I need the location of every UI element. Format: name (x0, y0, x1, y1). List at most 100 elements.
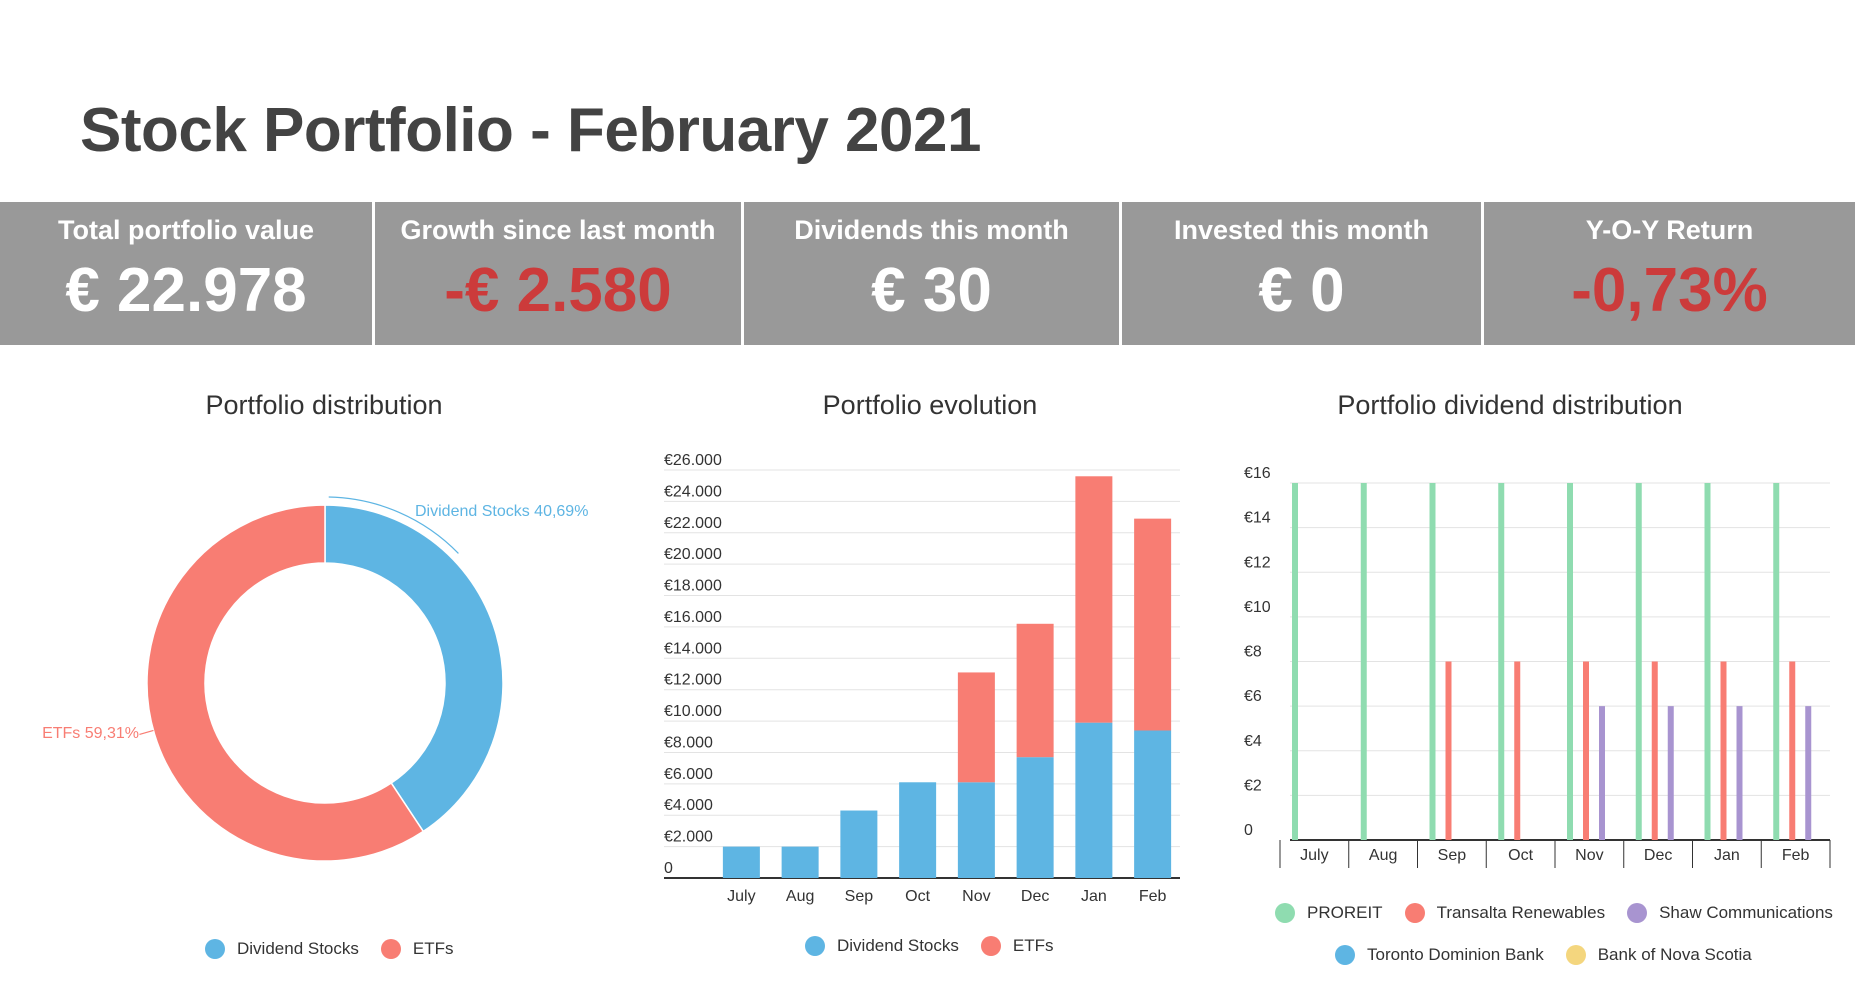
bar-etfs (957, 672, 995, 783)
legend-swatch (205, 939, 225, 959)
donut-legend: Dividend Stocks ETFs (205, 939, 476, 959)
y-tick-label: €6.000 (664, 766, 713, 783)
data-label: Dividend Stocks 40,69% (415, 503, 588, 520)
chart-title-portfolio-dividend-distribution: Portfolio dividend distribution (1337, 390, 1683, 420)
x-tick-label: Dec (1021, 888, 1049, 905)
x-tick-label: Aug (1369, 847, 1397, 864)
legend-label: ETFs (1012, 936, 1054, 955)
legend-item-bank-of-nova-scotia: Bank of Nova Scotia (1565, 945, 1752, 965)
kpi-value: € 30 (871, 256, 992, 325)
y-tick-label: €8 (1244, 644, 1262, 661)
y-tick-label: €22.000 (664, 515, 722, 532)
bar-shaw-communications (1736, 706, 1743, 840)
y-tick-label: €14 (1244, 510, 1271, 527)
kpi-dividends-this-month: Dividends this month € 30 (744, 202, 1122, 345)
kpi-label: Dividends this month (794, 215, 1069, 245)
y-tick-label: 0 (1244, 822, 1253, 839)
bar-etfs (1075, 476, 1113, 723)
x-tick-label: Nov (962, 888, 990, 905)
chart-title-portfolio-distribution: Portfolio distribution (205, 390, 443, 420)
y-tick-label: 0 (664, 860, 673, 877)
y-tick-label: €26.000 (664, 452, 722, 469)
y-tick-label: €18.000 (664, 578, 722, 595)
x-tick-label: Sep (1438, 847, 1467, 864)
bar-transalta-renewables (1720, 661, 1727, 840)
kpi-value: € 22.978 (65, 256, 307, 325)
kpi-growth-since-last-month: Growth since last month -€ 2.580 (375, 202, 744, 345)
legend-item-shaw-communications: Shaw Communications (1627, 903, 1833, 923)
y-tick-label: €24.000 (664, 483, 722, 500)
y-tick-label: €8.000 (664, 734, 713, 751)
x-tick-label: Sep (845, 888, 874, 905)
legend-label: Bank of Nova Scotia (1597, 945, 1752, 964)
donut-chart: Dividend Stocks 40,69% ETFs 59,31% (42, 496, 588, 862)
y-tick-label: €16 (1244, 465, 1271, 482)
y-tick-label: €14.000 (664, 640, 722, 657)
bar-proreit (1773, 483, 1780, 840)
kpi-total-portfolio-value: Total portfolio value € 22.978 (0, 202, 375, 345)
bar-etfs (1134, 518, 1172, 731)
dividend-legend-row-2: Toronto Dominion Bank Bank of Nova Scoti… (1335, 945, 1774, 965)
y-tick-label: €16.000 (664, 609, 722, 626)
kpi-invested-this-month: Invested this month € 0 (1122, 202, 1484, 345)
bar-dividend-stocks (957, 782, 995, 878)
kpi-value: -€ 2.580 (444, 256, 672, 325)
x-tick-label: Oct (1508, 847, 1533, 864)
y-tick-label: €20.000 (664, 546, 722, 563)
kpi-value: € 0 (1258, 256, 1345, 325)
bar-proreit (1635, 483, 1642, 840)
legend-swatch (1404, 903, 1425, 923)
donut-slice-etfs (146, 504, 425, 862)
kpi-label: Invested this month (1173, 215, 1430, 245)
bar-shaw-communications (1599, 706, 1605, 840)
legend-item-toronto-dominion-bank: Toronto Dominion Bank (1335, 945, 1544, 965)
y-tick-label: €12 (1244, 554, 1271, 571)
legend-label: Dividend Stocks (237, 939, 359, 958)
bar-transalta-renewables (1651, 661, 1658, 840)
legend-label: ETFs (412, 939, 454, 958)
kpi-label: Y-O-Y Return (1585, 215, 1754, 245)
page-title: Stock Portfolio - February 2021 (80, 96, 981, 165)
legend-item-etfs: ETFs (980, 936, 1054, 956)
kpi-label: Growth since last month (400, 215, 716, 245)
x-tick-label: Jan (1714, 847, 1740, 864)
chart-title-portfolio-evolution: Portfolio evolution (822, 390, 1038, 420)
legend-swatch (1627, 903, 1648, 923)
bar-dividend-stocks (840, 810, 878, 878)
bar-dividend-stocks (1075, 722, 1113, 878)
legend-swatch (980, 936, 1001, 956)
y-tick-label: €4.000 (664, 797, 713, 814)
bar-etfs (1016, 623, 1054, 758)
y-tick-label: €2.000 (664, 829, 713, 846)
bar-proreit (1429, 483, 1436, 840)
legend-label: PROREIT (1307, 903, 1383, 922)
bar-dividend-stocks (781, 846, 819, 878)
bar-proreit (1498, 483, 1505, 840)
legend-label: Toronto Dominion Bank (1367, 945, 1544, 964)
legend-item-transalta-renewables: Transalta Renewables (1404, 903, 1606, 923)
legend-label: Transalta Renewables (1436, 903, 1606, 922)
y-tick-label: €10.000 (664, 703, 722, 720)
bar-proreit (1360, 483, 1367, 840)
donut-slice-dividend-stocks (324, 504, 504, 833)
x-tick-label: Nov (1575, 847, 1603, 864)
bar-transalta-renewables (1445, 661, 1452, 840)
bar-shaw-communications (1667, 706, 1674, 840)
kpi-label: Total portfolio value (58, 215, 314, 245)
legend-item-dividend-stocks: Dividend Stocks (805, 936, 959, 956)
evolution-legend: Dividend Stocks ETFs (805, 936, 1076, 956)
y-tick-label: €4 (1244, 733, 1262, 750)
bar-dividend-stocks (1016, 757, 1054, 878)
x-tick-label: Feb (1782, 847, 1810, 864)
y-tick-label: €2 (1244, 777, 1262, 794)
bar-proreit (1567, 483, 1573, 840)
bar-proreit (1292, 483, 1298, 840)
bar-transalta-renewables (1583, 661, 1589, 840)
callout-line (139, 729, 154, 736)
legend-label: Shaw Communications (1659, 903, 1833, 922)
dividend-chart: 0 €2 €4 €6 €8 €10 €12 €14 €16 July Aug Sep Oct Nov Dec… (1244, 465, 1831, 868)
y-tick-label: €12.000 (664, 672, 722, 689)
legend-label: Dividend Stocks (837, 936, 959, 955)
kpi-yoy-return: Y-O-Y Return -0,73% (1484, 202, 1855, 345)
legend-item-dividend-stocks: Dividend Stocks (205, 939, 359, 959)
